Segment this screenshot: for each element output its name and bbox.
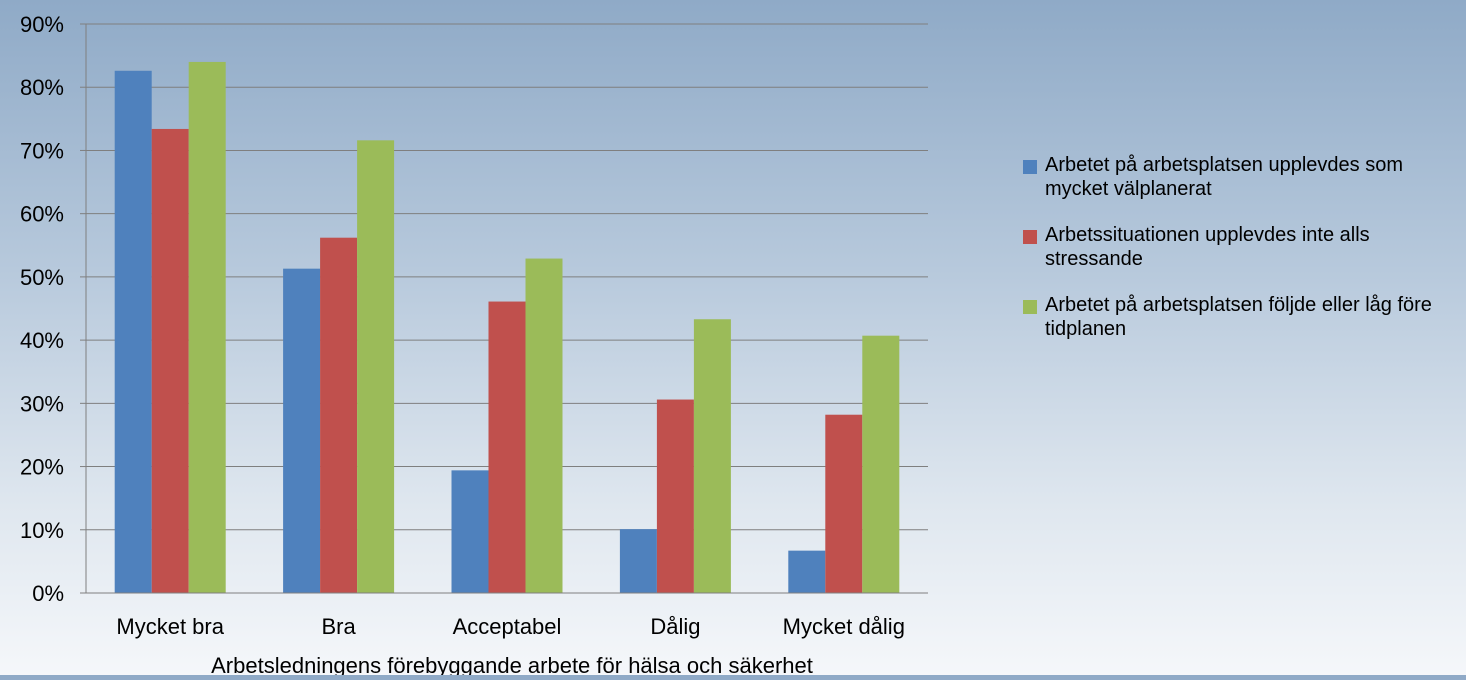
bar-series-2 [656,399,694,593]
legend-item-series-1: Arbetet på arbetsplatsen upplevdes som m… [1023,153,1463,201]
bars [114,61,900,594]
bar-series-1 [114,70,152,594]
bar-series-1 [451,470,489,593]
legend-item-series-3: Arbetet på arbetsplatsen följde eller lå… [1023,293,1463,341]
bar-series-1 [788,550,826,593]
x-tick-label: Dålig [650,614,700,639]
bar-series-3 [525,258,563,593]
legend-label-series-2: Arbetssituationen upplevdes inte alls st… [1045,224,1370,270]
legend-item-series-2: Arbetssituationen upplevdes inte alls st… [1023,223,1463,271]
y-tick-label: 40% [20,328,64,353]
legend-swatch-series-3 [1023,300,1037,314]
y-tick-label: 90% [20,12,64,37]
y-tick-label: 30% [20,391,64,416]
bar-series-2 [320,237,358,594]
legend: Arbetet på arbetsplatsen upplevdes som m… [1023,153,1463,363]
bar-series-1 [619,529,657,593]
x-tick-label: Mycket dålig [783,614,905,639]
bar-series-2 [151,128,189,593]
y-tick-label: 80% [20,75,64,100]
legend-swatch-series-1 [1023,160,1037,174]
x-tick-label: Bra [321,614,356,639]
bar-series-3 [862,335,900,593]
y-tick-label: 20% [20,455,64,480]
bar-series-3 [188,61,226,593]
bar-series-3 [357,140,395,593]
bar-series-2 [825,414,863,593]
y-tick-label: 0% [32,581,64,606]
bar-series-1 [283,268,321,593]
y-tick-label: 70% [20,138,64,163]
axes [85,24,928,594]
x-tick-label: Mycket bra [116,614,224,639]
legend-label-series-3: Arbetet på arbetsplatsen följde eller lå… [1045,294,1432,340]
x-tick-label: Acceptabel [453,614,562,639]
y-axis-tick-labels: 0% 10% 20% 30% 40% 50% 60% 70% 80% 90% [20,12,64,606]
legend-label-series-1: Arbetet på arbetsplatsen upplevdes som m… [1045,154,1403,200]
bar-series-2 [488,301,526,593]
x-axis-tick-labels: Mycket bra Bra Acceptabel Dålig Mycket dålig [116,614,905,639]
y-tick-label: 60% [20,202,64,227]
y-tick-label: 10% [20,518,64,543]
y-tick-label: 50% [20,265,64,290]
bar-series-3 [693,319,731,593]
x-axis-title: Arbetsledningens förebyggande arbete för… [211,653,813,675]
legend-swatch-series-2 [1023,230,1037,244]
